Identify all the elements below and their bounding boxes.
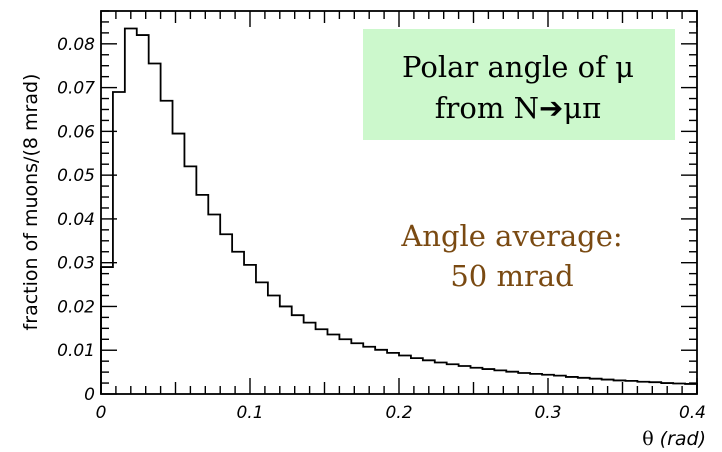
annotation-mu-pi: μπ: [563, 91, 601, 125]
plot-frame: [100, 10, 698, 395]
histogram-bin: [625, 381, 637, 394]
y-tick-label: 0.02: [57, 297, 95, 317]
average-label-line1: Angle average:: [400, 219, 622, 253]
x-tick-label: 0.4: [679, 403, 706, 423]
average-label-line2: 50 mrad: [450, 259, 573, 293]
histogram-bin: [208, 215, 220, 394]
x-tick-marks: [100, 11, 698, 394]
arrow-icon: ➔: [539, 91, 563, 125]
histogram-bin: [411, 358, 423, 394]
histogram-bin: [220, 234, 232, 394]
annotation-box: [363, 29, 675, 140]
histogram-bin: [614, 380, 626, 394]
histogram-bin: [363, 347, 375, 394]
histogram-bin: [101, 267, 113, 394]
histogram-bin: [685, 384, 697, 394]
histogram-bin: [113, 92, 125, 394]
histogram-bin: [637, 382, 649, 394]
histogram-bin: [435, 362, 447, 394]
y-axis-title: fraction of muons/(8 mrad): [20, 74, 42, 331]
histogram-bin: [649, 382, 661, 394]
y-tick-marks: [101, 10, 697, 395]
y-tick-label: 0.04: [57, 210, 95, 230]
histogram-bin: [149, 64, 161, 394]
histogram-bin: [494, 370, 506, 394]
histogram-bin: [244, 265, 256, 394]
histogram-bin: [316, 329, 328, 394]
histogram-bin: [506, 372, 518, 394]
histogram-bin: [173, 134, 185, 394]
y-tick-label: 0.03: [57, 254, 95, 274]
histogram-bin: [661, 383, 673, 394]
annotation-title-line1: Polar angle of μ: [402, 50, 634, 84]
histogram-bin: [590, 379, 602, 394]
y-tick-label: 0.01: [57, 341, 95, 361]
histogram-bin: [387, 353, 399, 394]
histogram-bin: [256, 282, 268, 394]
y-tick-labels: 0 0.01 0.02 0.03 0.04 0.05 0.06 0.07 0.08: [57, 35, 95, 405]
annotation-title-line2: from N➔μπ: [435, 91, 601, 125]
histogram-bin: [471, 368, 483, 394]
x-tick-label: 0.1: [236, 403, 263, 423]
histogram-bin: [232, 252, 244, 394]
histogram-bin: [459, 366, 471, 394]
y-tick-label: 0.06: [57, 122, 95, 142]
histogram-bin: [447, 364, 459, 394]
histogram-bin: [554, 376, 566, 394]
histogram-bin: [196, 195, 208, 394]
histogram-bin: [518, 373, 530, 394]
x-tick-label: 0: [96, 403, 107, 423]
histogram-bin: [125, 29, 137, 394]
y-tick-label: 0: [84, 385, 95, 405]
histogram-bin: [530, 374, 542, 394]
histogram-bin: [542, 375, 554, 394]
histogram-bin: [673, 383, 685, 394]
x-tick-labels: 0 0.1 0.2 0.3 0.4: [96, 403, 706, 423]
x-axis-unit: (rad): [660, 428, 706, 450]
histogram-bin: [423, 360, 435, 394]
x-axis-title: θ (rad): [642, 428, 706, 450]
y-tick-label: 0.08: [57, 35, 95, 55]
histogram-bin: [184, 166, 196, 394]
histogram-bin: [304, 323, 316, 394]
histogram-outline: [100, 27, 698, 394]
histogram-bin: [566, 377, 578, 394]
histogram-bin: [137, 35, 149, 394]
histogram-bin: [327, 334, 339, 394]
histogram-bin: [280, 306, 292, 394]
histogram-bin: [399, 355, 411, 394]
x-tick-label: 0.3: [534, 403, 561, 423]
histogram-bin: [375, 350, 387, 394]
x-tick-label: 0.2: [385, 403, 412, 423]
histogram-bin: [292, 315, 304, 394]
histogram-bin: [482, 369, 494, 394]
annotation-from-n: from N: [435, 91, 539, 125]
histogram-bin: [578, 378, 590, 394]
y-tick-label: 0.07: [57, 79, 95, 99]
x-axis-theta: θ: [642, 428, 653, 450]
y-tick-label: 0.05: [57, 166, 95, 186]
histogram-bin: [602, 380, 614, 394]
histogram-bin: [161, 101, 173, 394]
histogram-bin: [268, 296, 280, 394]
histogram-bin: [339, 339, 351, 394]
histogram-bin: [351, 343, 363, 394]
